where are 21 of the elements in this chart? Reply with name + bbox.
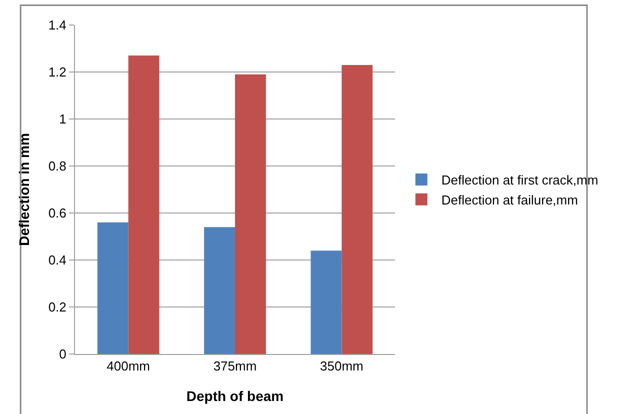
y-tick-label: 0.6 (48, 206, 66, 221)
x-tick-label: 375mm (213, 358, 257, 374)
bar (310, 250, 342, 354)
bar (342, 64, 373, 354)
x-axis-title: Depth of beam (186, 388, 284, 404)
y-tick-label: 0.2 (48, 300, 66, 315)
y-tick-label: 0 (59, 346, 66, 362)
x-tick-label: 350mm (320, 358, 364, 374)
y-tick-label: 1.4 (48, 18, 66, 33)
legend-label: Deflection at first crack,mm (441, 172, 598, 188)
bar (204, 227, 235, 354)
y-tick-label: 0.4 (48, 252, 66, 268)
y-axis-title: Deflection in mm (16, 133, 32, 246)
x-tick-label: 400mm (106, 358, 150, 374)
y-tick-label: 1 (59, 112, 66, 127)
legend-label: Deflection at failure,mm (441, 192, 578, 208)
bar (235, 74, 266, 354)
y-tick-label: 0.8 (48, 158, 66, 174)
bar (128, 56, 160, 354)
y-tick-label: 1.2 (48, 64, 66, 80)
bar (97, 222, 128, 354)
